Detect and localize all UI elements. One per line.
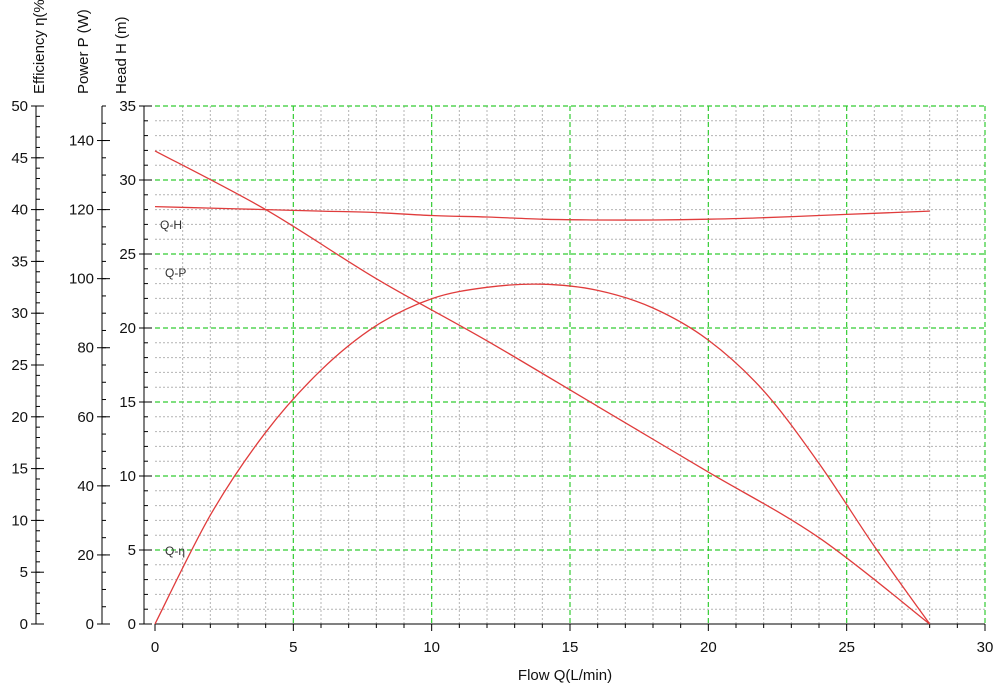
head-tick-label: 15: [119, 394, 136, 411]
x-tick-label: 10: [423, 639, 440, 656]
grid: [155, 105, 986, 624]
power-tick-label: 20: [77, 547, 94, 564]
power-tick-label: 60: [77, 409, 94, 426]
head-tick-label: 0: [128, 616, 136, 633]
power-tick-label: 100: [69, 271, 94, 288]
power-tick-label: 40: [77, 478, 94, 495]
efficiency-tick-label: 45: [11, 150, 28, 167]
axes: [31, 105, 986, 631]
efficiency-tick-label: 15: [11, 461, 28, 478]
curves: [154, 150, 931, 625]
power-tick-label: 80: [77, 340, 94, 357]
x-tick-label: 15: [562, 639, 579, 656]
efficiency-tick-label: 35: [11, 253, 28, 270]
efficiency-tick-label: 30: [11, 305, 28, 322]
efficiency-tick-label: 25: [11, 357, 28, 374]
efficiency-tick-label: 10: [11, 512, 28, 529]
x-axis-title: Flow Q(L/min): [518, 667, 612, 684]
efficiency-axis-title: Efficiency η(%): [31, 0, 48, 94]
q-h-curve: [154, 205, 930, 221]
power-axis-title: Power P (W): [75, 9, 92, 94]
head-tick-label: 20: [119, 320, 136, 337]
power-tick-label: 0: [86, 616, 94, 633]
x-tick-label: 30: [977, 639, 994, 656]
q-eta-curve-label: Q-η: [165, 544, 185, 558]
x-tick-label: 20: [700, 639, 717, 656]
power-tick-label: 120: [69, 202, 94, 219]
q-h-curve-label: Q-H: [160, 218, 182, 232]
head-tick-label: 35: [119, 98, 136, 115]
head-tick-label: 10: [119, 468, 136, 485]
efficiency-tick-label: 50: [11, 98, 28, 115]
x-tick-label: 5: [289, 639, 297, 656]
q-p-curve: [154, 150, 931, 625]
q-p-curve-label: Q-P: [165, 266, 186, 280]
efficiency-tick-label: 5: [20, 564, 28, 581]
head-tick-label: 30: [119, 172, 136, 189]
efficiency-tick-label: 0: [20, 616, 28, 633]
labels: 0 5 10 15 20 25 30 Flow Q(L/min) 0 5 10 15 20 25 30 35 4…: [11, 0, 993, 684]
efficiency-tick-label: 40: [11, 202, 28, 219]
q-eta-curve: [154, 283, 931, 625]
head-axis-title: Head H (m): [113, 16, 130, 94]
x-tick-label: 25: [838, 639, 855, 656]
x-tick-label: 0: [151, 639, 159, 656]
efficiency-tick-label: 20: [11, 409, 28, 426]
power-tick-label: 140: [69, 133, 94, 150]
head-tick-label: 5: [128, 542, 136, 559]
head-tick-label: 25: [119, 246, 136, 263]
